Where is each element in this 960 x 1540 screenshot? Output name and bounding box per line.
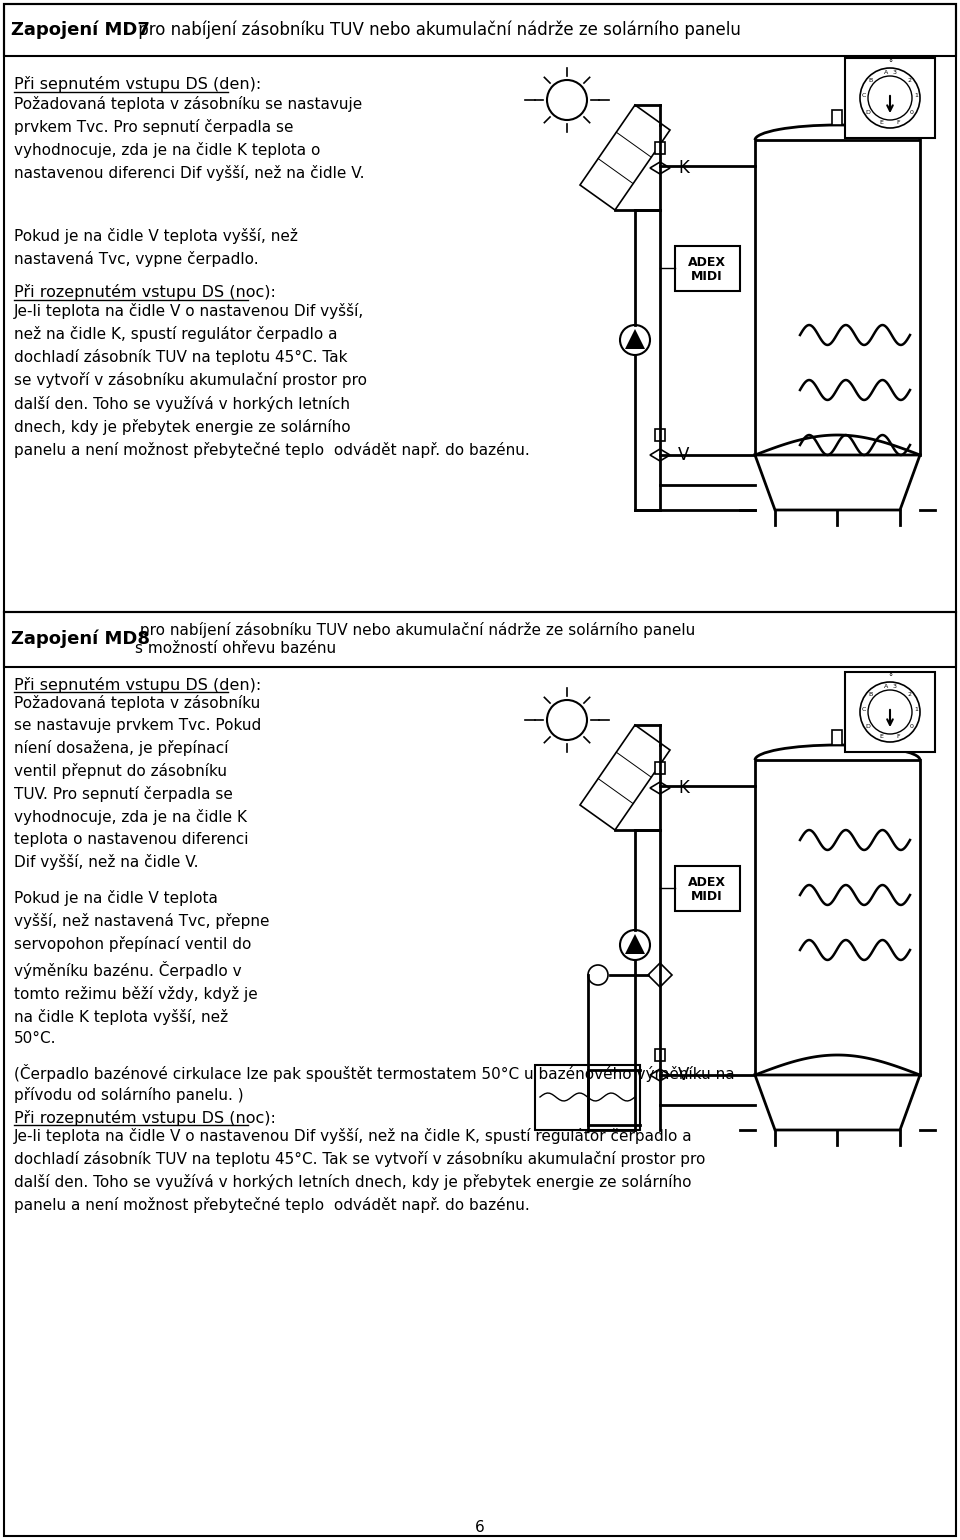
Text: 0: 0 (910, 109, 914, 114)
Bar (675, 246, 740, 291)
Text: Zapojení MD8: Zapojení MD8 (11, 630, 150, 648)
Text: A: A (884, 684, 888, 688)
Circle shape (620, 930, 650, 959)
Text: °: ° (888, 60, 892, 68)
Bar (845, 671, 935, 752)
Circle shape (547, 701, 587, 741)
Circle shape (547, 80, 587, 120)
Text: ADEX: ADEX (688, 876, 726, 889)
Text: 1: 1 (914, 94, 918, 99)
Bar (655, 430, 665, 440)
Bar (832, 109, 842, 125)
Text: Pokud je na čidle V teplota vyšší, než
nastavená Tvc, vypne čerpadlo.: Pokud je na čidle V teplota vyšší, než n… (14, 228, 298, 266)
Bar (755, 761, 920, 1075)
Text: ADEX: ADEX (688, 256, 726, 268)
Text: B: B (869, 691, 873, 696)
Text: Při rozepnutém vstupu DS (noc):: Při rozepnutém vstupu DS (noc): (14, 283, 276, 300)
Polygon shape (755, 1075, 920, 1130)
Circle shape (860, 682, 920, 742)
Text: 2: 2 (907, 77, 911, 83)
Bar (755, 140, 920, 454)
Bar (655, 1049, 665, 1061)
Bar (4, 5, 956, 55)
Text: B: B (869, 77, 873, 83)
Bar (832, 730, 842, 745)
Text: Je-li teplota na čidle V o nastavenou Dif vyšší,
než na čidle K, spustí reguláto: Je-li teplota na čidle V o nastavenou Di… (14, 303, 530, 457)
Text: C: C (862, 94, 866, 99)
Text: 3: 3 (892, 69, 896, 75)
Circle shape (620, 325, 650, 356)
Polygon shape (625, 933, 645, 953)
Text: F: F (897, 735, 900, 739)
Polygon shape (650, 450, 670, 460)
Text: D: D (866, 109, 871, 114)
Text: 6: 6 (475, 1520, 485, 1535)
Bar (535, 1066, 640, 1130)
Polygon shape (755, 454, 920, 510)
Text: Při rozepnutém vstupu DS (noc):: Při rozepnutém vstupu DS (noc): (14, 1110, 276, 1126)
Text: 3: 3 (892, 684, 896, 688)
Polygon shape (650, 782, 670, 795)
Polygon shape (580, 725, 670, 830)
Polygon shape (580, 105, 670, 209)
Text: E: E (879, 735, 883, 739)
Text: C: C (862, 707, 866, 711)
Text: Požadovaná teplota v zásobníku se nastavuje
prvkem Tvc. Pro sepnutí čerpadla se
: Požadovaná teplota v zásobníku se nastav… (14, 95, 365, 182)
Bar (655, 762, 665, 775)
Text: E: E (879, 120, 883, 125)
Text: F: F (897, 120, 900, 125)
Bar (845, 59, 935, 139)
Circle shape (868, 75, 912, 120)
Text: V: V (678, 1066, 689, 1084)
Text: 2: 2 (907, 691, 911, 696)
Text: Při sepnutém vstupu DS (den):: Při sepnutém vstupu DS (den): (14, 75, 261, 92)
Text: MIDI: MIDI (691, 890, 723, 904)
Text: A: A (884, 69, 888, 75)
Text: 0: 0 (910, 724, 914, 728)
Text: MIDI: MIDI (691, 271, 723, 283)
Polygon shape (625, 330, 645, 350)
Polygon shape (650, 162, 670, 174)
Text: V: V (678, 447, 689, 464)
Text: pro nabíjení zásobníku TUV nebo akumulační nádrže ze solárního panelu
s možností: pro nabíjení zásobníku TUV nebo akumulač… (135, 622, 695, 656)
Text: Požadovaná teplota v zásobníku
se nastavuje prvkem Tvc. Pokud
níení dosažena, je: Požadovaná teplota v zásobníku se nastav… (14, 695, 261, 870)
Text: Při sepnutém vstupu DS (den):: Při sepnutém vstupu DS (den): (14, 678, 261, 693)
Polygon shape (648, 962, 672, 987)
Text: Pokud je na čidle V teplota
vyšší, než nastavená Tvc, přepne
servopohon přepínac: Pokud je na čidle V teplota vyšší, než n… (14, 890, 270, 1047)
Text: pro nabíjení zásobníku TUV nebo akumulační nádrže ze solárního panelu: pro nabíjení zásobníku TUV nebo akumulač… (133, 20, 741, 38)
Text: Zapojení MD7: Zapojení MD7 (11, 20, 150, 38)
Bar (675, 865, 740, 912)
Text: K: K (678, 779, 689, 798)
Bar (655, 142, 665, 154)
Bar (4, 611, 956, 667)
Text: Je-li teplota na čidle V o nastavenou Dif vyšší, než na čidle K, spustí reguláto: Je-li teplota na čidle V o nastavenou Di… (14, 1127, 706, 1214)
Circle shape (868, 690, 912, 735)
Text: K: K (678, 159, 689, 177)
Text: 1: 1 (914, 707, 918, 711)
Text: D: D (866, 724, 871, 728)
Circle shape (588, 966, 608, 986)
Polygon shape (650, 1069, 670, 1081)
Circle shape (860, 68, 920, 128)
Text: (Čerpadlo bazénové cirkulace lze pak spouštět termostatem 50°C u bazénového výmě: (Čerpadlo bazénové cirkulace lze pak spo… (14, 1064, 734, 1103)
Text: °: ° (888, 673, 892, 682)
